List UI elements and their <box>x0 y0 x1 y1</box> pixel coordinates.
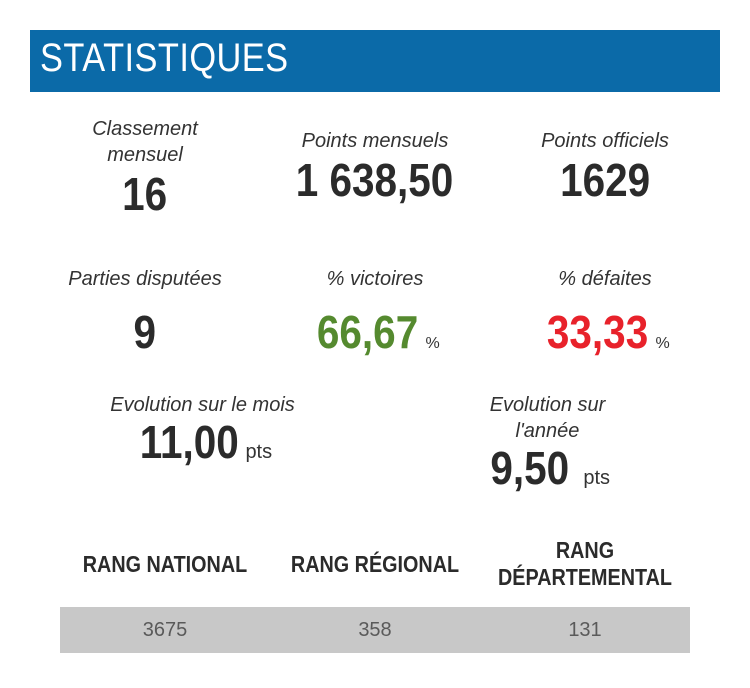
rank-regional-label: RANG RÉGIONAL <box>290 551 460 577</box>
stat-evolution-annee: Evolution sur l'année 9,50 pts <box>465 392 630 494</box>
stat-label: % victoires <box>326 268 424 290</box>
stat-points-mensuels: Points mensuels 1 638,50 <box>265 128 485 206</box>
stat-label: Evolution sur le mois <box>110 394 295 416</box>
rank-values-bar: 3675 358 131 <box>60 607 690 653</box>
stat-defaites: % défaites 33,33% <box>505 266 705 358</box>
evolution-annee-value: 9,50 <box>490 442 570 494</box>
stat-points-officiels: Points officiels 1629 <box>505 128 705 206</box>
rank-national-value: 3675 <box>142 619 188 641</box>
rank-regional-value: 358 <box>358 619 392 641</box>
stat-parties-disputees: Parties disputées 9 <box>45 266 245 358</box>
rank-departemental-value: 131 <box>568 619 602 641</box>
stat-label: Points mensuels <box>301 130 449 152</box>
rank-departemental-label: RANG DÉPARTEMENTAL <box>498 537 672 590</box>
percent-unit: % <box>425 335 440 352</box>
victoires-value: 66,67 <box>317 306 419 358</box>
stat-label: % défaites <box>558 268 652 290</box>
statistics-header: STATISTIQUES <box>30 30 720 92</box>
stat-label: Points officiels <box>541 130 669 152</box>
stat-classement-mensuel: Classement mensuel 16 <box>70 116 220 220</box>
stat-label: Classement mensuel <box>92 118 198 166</box>
stat-label: Parties disputées <box>68 268 222 290</box>
stat-label: Evolution sur l'année <box>489 394 606 442</box>
pts-unit: pts <box>583 467 611 489</box>
stat-value: 1629 <box>559 154 651 206</box>
percent-unit: % <box>655 335 670 352</box>
rank-national-label: RANG NATIONAL <box>82 551 248 577</box>
defaites-value: 33,33 <box>547 306 649 358</box>
stat-evolution-mois: Evolution sur le mois 11,00 pts <box>110 392 295 468</box>
stat-value: 1 638,50 <box>296 154 454 206</box>
pts-unit: pts <box>245 441 273 463</box>
stat-value: 9 <box>133 306 157 358</box>
stat-victoires: % victoires 66,67% <box>275 266 475 358</box>
stat-value: 16 <box>122 168 168 220</box>
page-title: STATISTIQUES <box>40 36 289 80</box>
evolution-mois-value: 11,00 <box>139 416 239 468</box>
